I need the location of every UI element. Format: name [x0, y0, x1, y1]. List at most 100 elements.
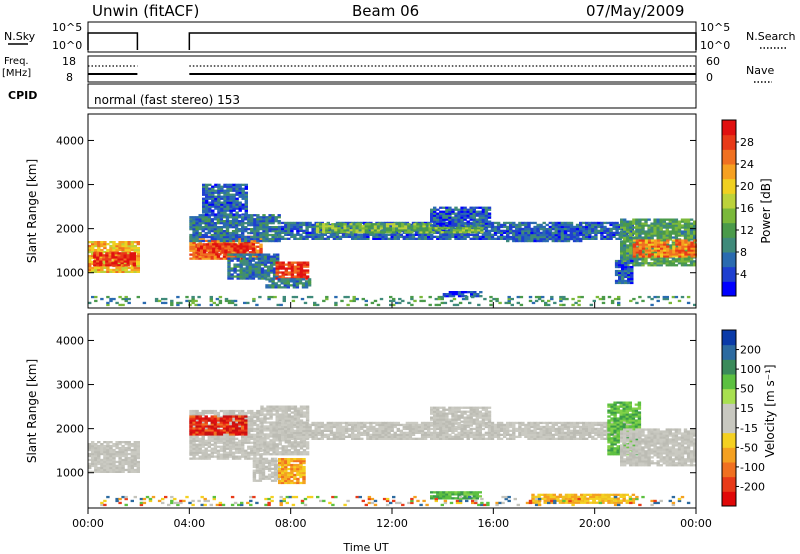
velocity-cell [115, 452, 119, 456]
power-cell [304, 286, 309, 289]
power-cell [220, 201, 224, 204]
velocity-cell [121, 468, 125, 472]
power-cell [332, 235, 337, 238]
power-cell [296, 237, 300, 240]
power-cell [96, 254, 100, 257]
power-cell [337, 227, 341, 230]
velocity-cell [228, 453, 233, 456]
power-cell [209, 253, 213, 256]
power-cell [463, 233, 467, 236]
power-cell [632, 253, 637, 256]
velocity-cell [210, 435, 214, 438]
velocity-cell [250, 445, 254, 448]
power-cell [597, 229, 601, 232]
power-cell [118, 295, 122, 299]
power-cell [690, 247, 694, 250]
power-cell [205, 185, 209, 188]
power-cell [236, 273, 240, 276]
power-cell [629, 228, 633, 231]
power-cell [244, 201, 248, 204]
power-cell [620, 232, 624, 235]
velocity-cell [207, 411, 211, 415]
power-cell [457, 218, 461, 221]
power-cell [275, 265, 279, 268]
power-cell [671, 220, 676, 223]
velocity-cell [103, 466, 107, 470]
power-cell [244, 235, 248, 239]
power-cell [317, 233, 321, 236]
power-cell [384, 237, 388, 240]
power-cell [414, 231, 419, 234]
power-cell [204, 218, 208, 221]
power-cell [198, 226, 202, 229]
velocity-cell [216, 437, 221, 440]
velocity-cell [228, 437, 233, 440]
power-cell [236, 257, 240, 260]
velocity-cell [91, 450, 95, 454]
power-cell [393, 235, 397, 238]
velocity-cell [109, 446, 113, 450]
power-cell [245, 269, 249, 272]
power-cell [550, 295, 554, 299]
velocity-cell [189, 413, 193, 417]
velocity-cell [244, 435, 248, 438]
power-cell [551, 221, 555, 225]
power-cell [118, 303, 122, 307]
power-cell [215, 251, 219, 254]
power-cell [189, 257, 193, 260]
power-cell [295, 278, 300, 281]
power-cell [690, 243, 694, 246]
power-cell [105, 256, 109, 259]
power-cell [97, 241, 101, 244]
power-cell [597, 231, 601, 234]
power-cell [569, 228, 574, 231]
power-cell [117, 256, 121, 259]
power-cell [210, 237, 214, 241]
power-cell [663, 255, 667, 258]
velocity-cell [91, 456, 95, 460]
velocity-cell [192, 439, 196, 442]
velocity-cell [189, 441, 193, 444]
power-cell [690, 245, 694, 248]
power-colorbar-tick-label-1: 8 [740, 246, 747, 259]
power-cell [239, 273, 243, 276]
power-cell [268, 230, 272, 233]
power-cell [238, 201, 242, 204]
power-cell [238, 224, 242, 227]
velocity-cell [201, 445, 205, 448]
power-cell [563, 228, 568, 231]
power-cell [620, 260, 624, 263]
power-cell [304, 284, 309, 287]
velocity-cell [241, 413, 245, 417]
date-label: 07/May/2009 [586, 2, 684, 20]
power-cell [298, 280, 303, 283]
power-cell [88, 248, 92, 252]
power-cell [229, 183, 233, 186]
power-cell [287, 223, 291, 227]
power-cell [629, 248, 633, 251]
power-cell [372, 233, 376, 236]
velocity-cell [115, 450, 119, 454]
power-cell [287, 221, 291, 225]
velocity-cell [210, 455, 214, 458]
power-cell [544, 301, 548, 305]
velocity-cell [222, 431, 227, 434]
power-cell [238, 220, 242, 223]
power-cell [352, 225, 356, 228]
power-cell [389, 295, 393, 299]
power-cell [226, 195, 230, 198]
power-cell [422, 227, 426, 230]
power-cell [665, 234, 669, 237]
power-cell [97, 250, 101, 254]
power-cell [231, 218, 236, 221]
velocity-cell [234, 409, 239, 413]
power-cell [499, 237, 504, 240]
power-cell [659, 264, 663, 267]
power-cell [233, 263, 237, 266]
power-cell [88, 250, 92, 254]
power-cell [223, 195, 227, 198]
power-cell [244, 222, 248, 225]
power-cell [253, 222, 257, 225]
power-cell [624, 281, 628, 285]
power-cell [275, 273, 279, 276]
